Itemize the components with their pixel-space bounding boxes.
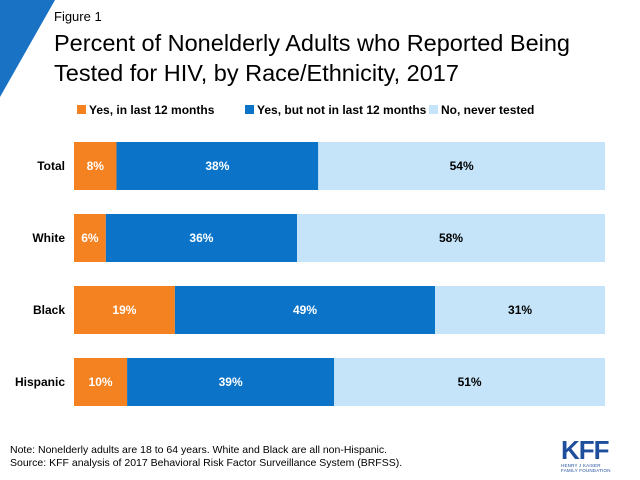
data-label: 51%: [458, 375, 482, 389]
legend-label: Yes, in last 12 months: [89, 103, 215, 117]
chart-title-line-2: Tested for HIV, by Race/Ethnicity, 2017: [54, 60, 459, 86]
bar-segment: [74, 358, 128, 406]
legend-swatch: [429, 105, 438, 114]
data-label: 58%: [439, 231, 463, 245]
data-label: 39%: [219, 375, 243, 389]
bar-segment: [318, 142, 605, 190]
data-label: 49%: [293, 303, 317, 317]
chart-title: Percent of Nonelderly Adults who Reporte…: [54, 28, 634, 88]
category-label: Black: [33, 303, 65, 317]
bar-segment: [105, 214, 298, 262]
data-label: 10%: [89, 375, 113, 389]
data-label: 31%: [508, 303, 532, 317]
data-label: 38%: [205, 159, 229, 173]
bar-segment: [74, 214, 106, 262]
legend-swatch: [77, 105, 86, 114]
data-label: 8%: [87, 159, 105, 173]
category-label: White: [32, 231, 65, 245]
bar-segment: [127, 358, 335, 406]
source-line: Source: KFF analysis of 2017 Behavioral …: [10, 457, 403, 469]
note-line: Note: Nonelderly adults are 18 to 64 yea…: [10, 444, 388, 456]
logo-subtext-line-2: FAMILY FOUNDATION: [561, 468, 611, 473]
category-label: Hispanic: [15, 375, 65, 389]
stacked-bar-chart: Yes, in last 12 months Yes, but not in la…: [15, 103, 605, 406]
legend-label: No, never tested: [441, 103, 534, 117]
data-label: 54%: [450, 159, 474, 173]
figure-label: Figure 1: [54, 9, 102, 24]
data-label: 36%: [189, 231, 213, 245]
bar-segment: [334, 358, 605, 406]
bar-segment: [297, 214, 605, 262]
bar-segment: [174, 286, 436, 334]
bar-segment: [116, 142, 319, 190]
corner-accent: [0, 0, 55, 97]
legend-label: Yes, but not in last 12 months: [257, 103, 427, 117]
logo-wordmark: KFF: [561, 435, 610, 465]
bar-segment: [74, 142, 117, 190]
bar-segment: [435, 286, 605, 334]
legend-swatch: [245, 105, 254, 114]
chart-title-line-1: Percent of Nonelderly Adults who Reporte…: [54, 30, 571, 56]
data-label: 19%: [112, 303, 136, 317]
bar-segment: [74, 286, 175, 334]
category-label: Total: [37, 159, 65, 173]
data-label: 6%: [81, 231, 99, 245]
note: Note: Nonelderly adults are 18 to 64 yea…: [10, 444, 402, 470]
logo-subtext-line-1: HENRY J KAISER: [561, 463, 601, 468]
kff-logo: KFF HENRY J KAISER FAMILY FOUNDATION: [561, 437, 633, 473]
